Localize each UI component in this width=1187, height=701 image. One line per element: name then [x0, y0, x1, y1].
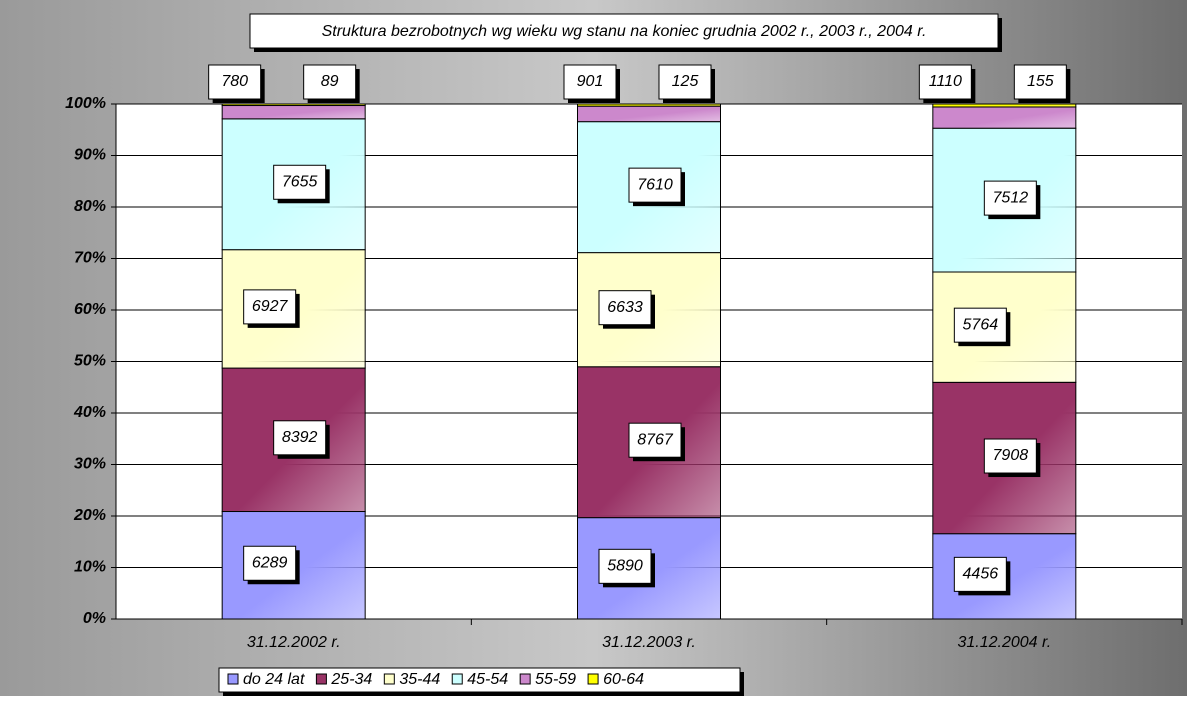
y-tick-label: 10%: [74, 559, 106, 576]
legend-label: 35-44: [399, 671, 440, 688]
bar-segment: [577, 105, 721, 123]
legend-label: do 24 lat: [243, 671, 305, 688]
label-box: [983, 180, 1037, 216]
legend-label: 25-34: [330, 671, 372, 688]
data-label: 4456: [963, 566, 999, 583]
y-tick-label: 0%: [83, 610, 106, 627]
chart-title: Struktura bezrobotnych wg wieku wg stanu…: [322, 23, 927, 40]
label-box: [598, 290, 652, 326]
bar-segment: [221, 103, 366, 107]
legend-swatch: [587, 673, 599, 685]
label-box: [953, 307, 1007, 343]
data-label: 5764: [963, 316, 999, 333]
bar-segment: [577, 103, 721, 107]
data-label: 5890: [607, 558, 643, 575]
x-tick-label: 31.12.2004 r.: [957, 634, 1051, 651]
label-box: [953, 556, 1007, 592]
bar-segment: [221, 105, 366, 120]
label-box: [598, 548, 652, 584]
data-label: 155: [1027, 73, 1054, 90]
legend-swatch: [519, 673, 531, 685]
data-label: 7655: [282, 173, 318, 190]
label-box: [983, 438, 1037, 474]
label-box: [628, 167, 682, 203]
bar-segment: [932, 103, 1077, 108]
data-label: 8767: [637, 431, 674, 448]
label-box: [918, 64, 972, 100]
label-box: [243, 289, 297, 325]
label-box: [208, 64, 262, 100]
data-label: 7512: [993, 189, 1029, 206]
y-tick-label: 90%: [74, 147, 106, 164]
y-tick-label: 70%: [74, 250, 106, 267]
label-box: [273, 164, 327, 200]
label-box: [563, 64, 617, 100]
data-label: 7908: [993, 447, 1029, 464]
label-box: [243, 545, 297, 581]
y-tick-label: 30%: [74, 456, 106, 473]
data-label: 780: [221, 73, 248, 90]
legend-swatch: [383, 673, 395, 685]
y-tick-label: 100%: [65, 95, 106, 112]
y-tick-label: 50%: [74, 353, 106, 370]
legend-label: 45-54: [467, 671, 508, 688]
bar-segment: [932, 106, 1077, 129]
data-label: 901: [577, 73, 604, 90]
data-label: 8392: [282, 429, 318, 446]
legend-swatch: [227, 673, 239, 685]
legend-label: 55-59: [535, 671, 576, 688]
data-label: 7610: [637, 176, 673, 193]
label-box: [628, 422, 682, 458]
data-label: 89: [321, 73, 339, 90]
label-box: [273, 420, 327, 456]
data-label: 6633: [607, 299, 643, 316]
data-label: 6289: [252, 554, 288, 571]
title-box: [249, 13, 999, 49]
x-tick-label: 31.12.2002 r.: [247, 634, 341, 651]
y-tick-label: 40%: [73, 404, 106, 421]
legend-swatch: [451, 673, 463, 685]
data-label: 6927: [252, 298, 289, 315]
legend-box: [218, 667, 741, 693]
data-label: 1110: [929, 73, 962, 90]
y-tick-label: 80%: [74, 198, 106, 215]
data-label: 125: [672, 73, 699, 90]
x-tick-label: 31.12.2003 r.: [602, 634, 696, 651]
y-tick-label: 20%: [73, 507, 106, 524]
legend-swatch: [315, 673, 327, 685]
label-box: [1013, 64, 1067, 100]
y-tick-label: 60%: [74, 301, 106, 318]
label-box: [658, 64, 712, 100]
legend-label: 60-64: [603, 671, 644, 688]
label-box: [303, 64, 357, 100]
